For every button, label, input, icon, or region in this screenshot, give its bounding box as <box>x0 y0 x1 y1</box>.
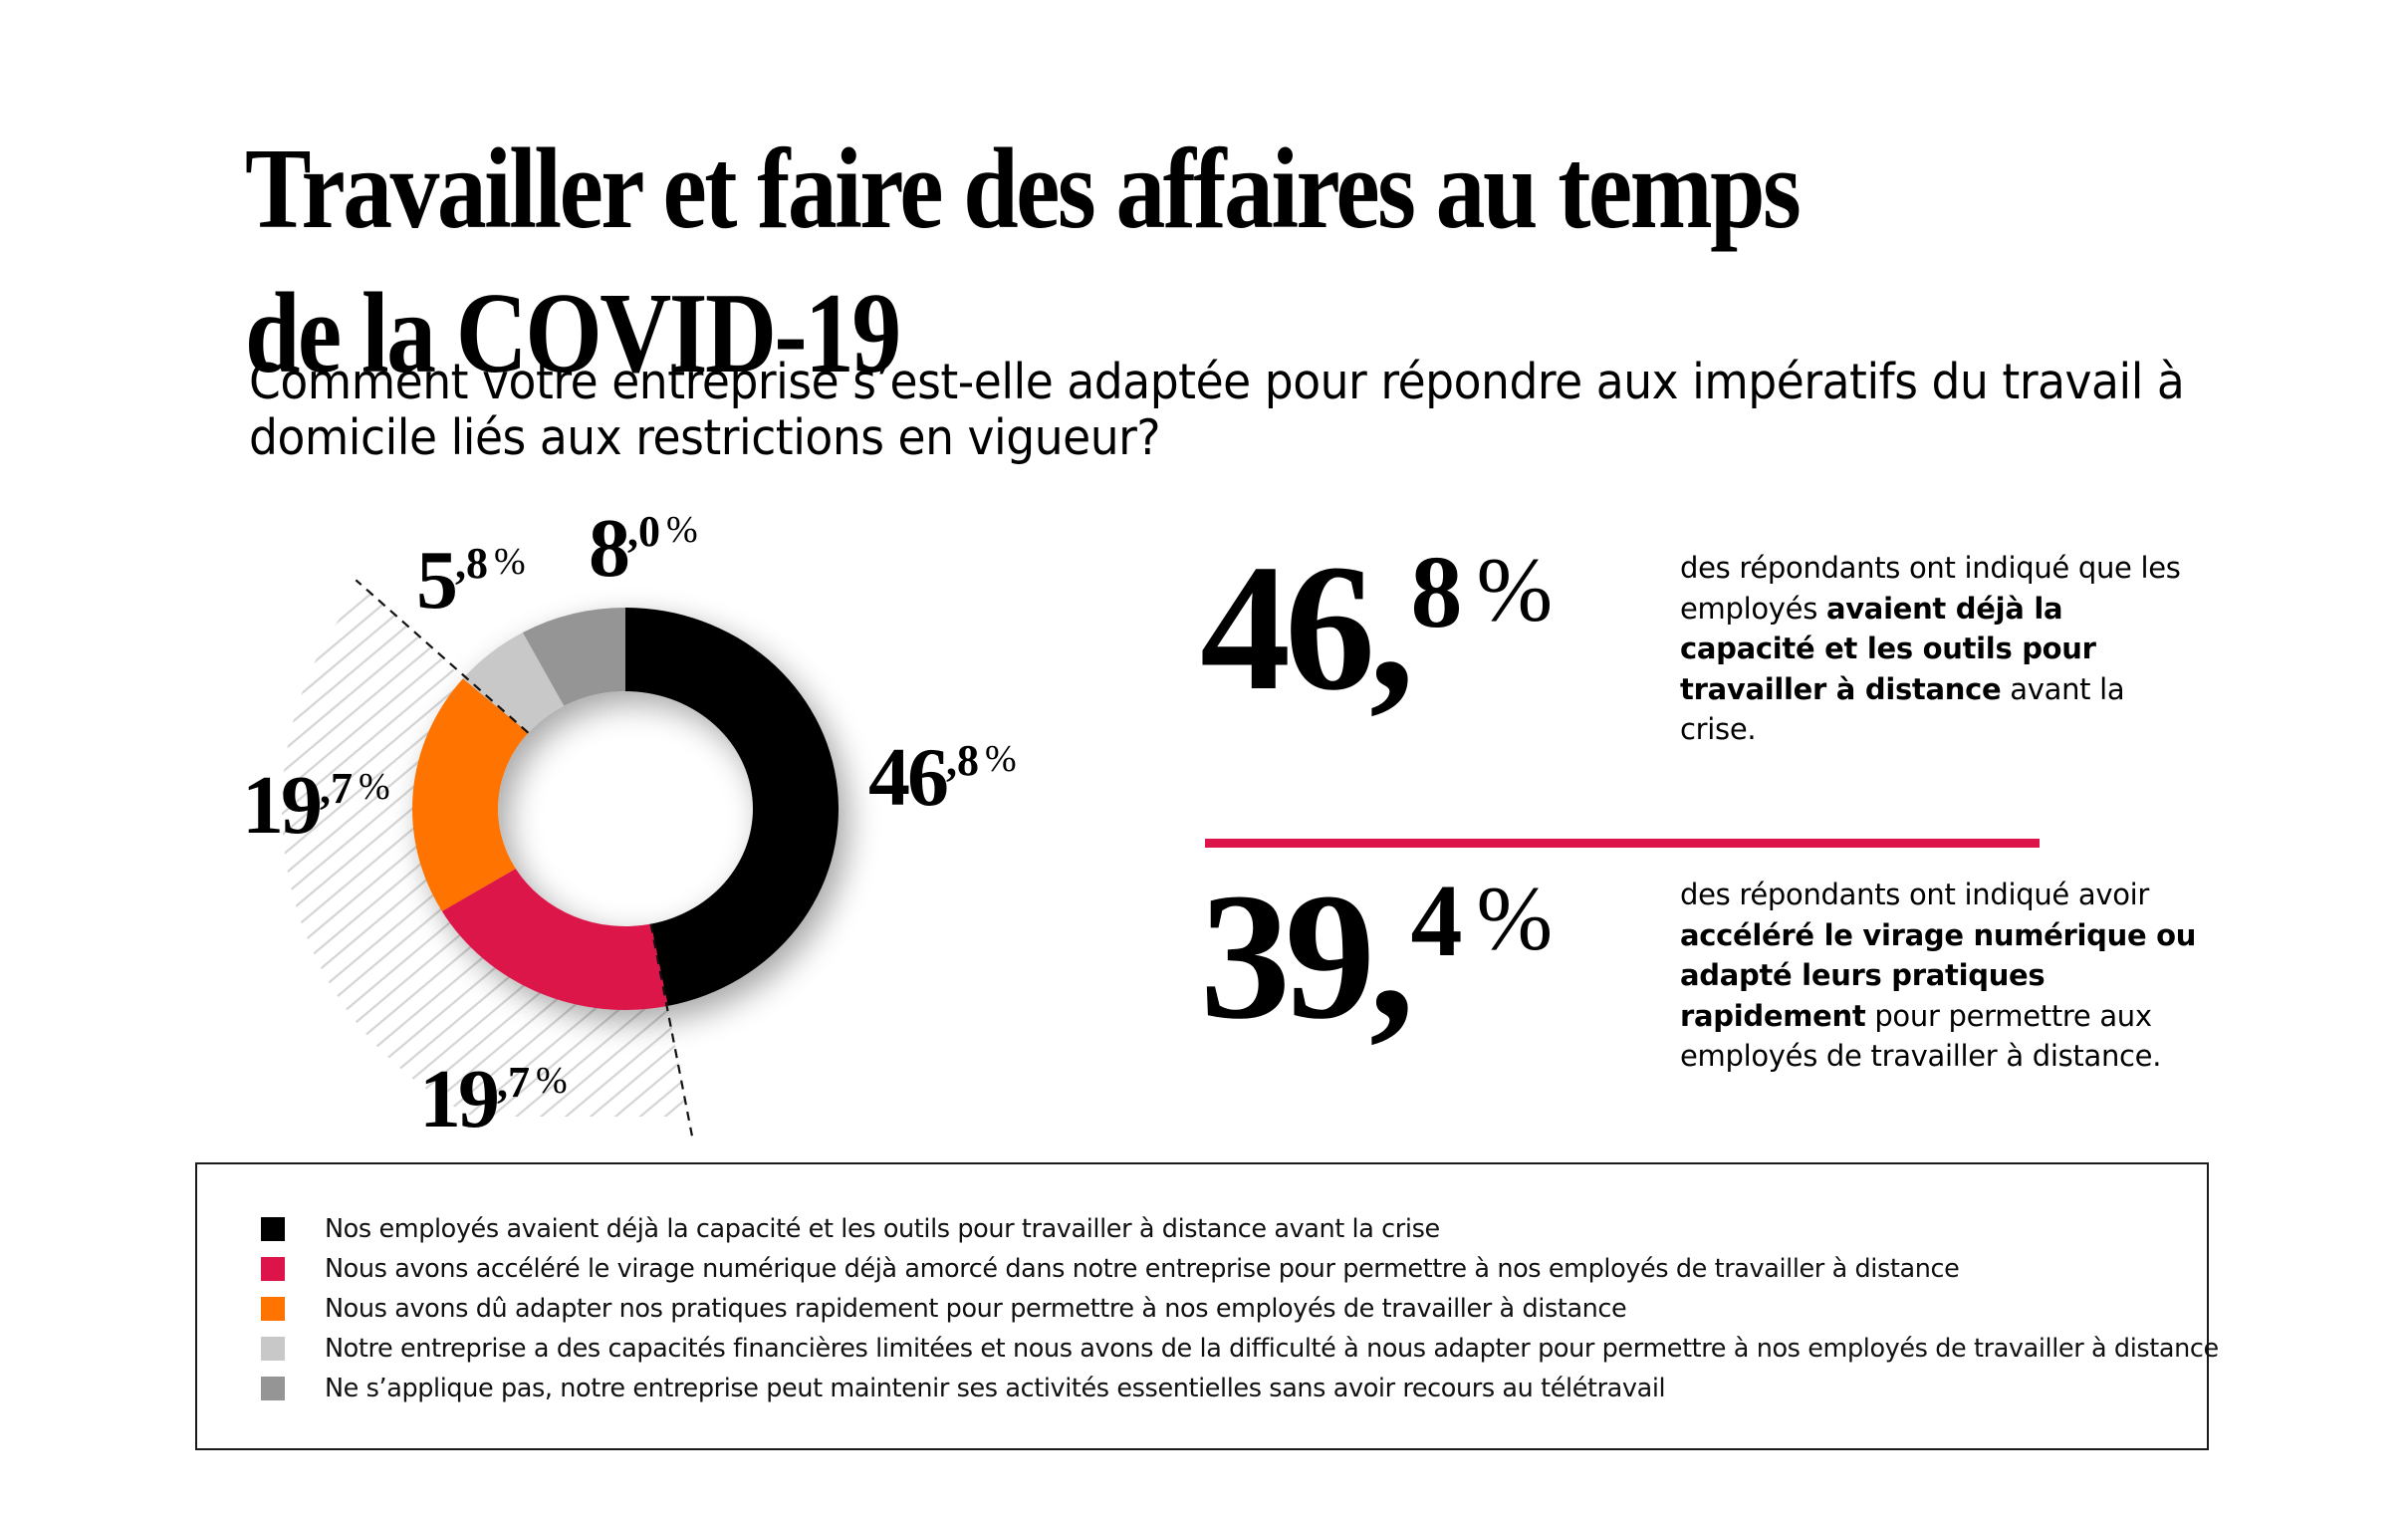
legend-swatch <box>261 1337 285 1361</box>
slice-label-dec: ,8 <box>455 539 488 588</box>
donut-slice-not-applicable <box>522 608 625 706</box>
legend-item: Nos employés avaient déjà la capacité et… <box>261 1209 2219 1249</box>
legend-item: Nous avons accéléré le virage numérique … <box>261 1249 2219 1289</box>
slice-label-dec: ,7 <box>497 1058 530 1107</box>
slice-label-int: 5 <box>416 534 458 627</box>
legend-item: Notre entreprise a des capacités financi… <box>261 1329 2219 1369</box>
stat-accelerated-or-adapted: 39,4% <box>1200 867 1553 1048</box>
stat-int: 39, <box>1200 857 1414 1057</box>
legend-label: Notre entreprise a des capacités financi… <box>325 1334 2219 1364</box>
legend-item: Ne s’applique pas, notre entreprise peut… <box>261 1369 2219 1408</box>
stat-description-text: des répondants ont indiqué que les emplo… <box>1680 551 2181 626</box>
title-line-2: de la COVID-19 <box>245 270 901 397</box>
slice-label-dec: ,7 <box>320 764 353 813</box>
chart-legend: Nos employés avaient déjà la capacité et… <box>195 1162 2219 1450</box>
stat-already-equipped: 46,8% <box>1200 538 1553 719</box>
stat-description: des répondants ont indiqué que les emplo… <box>1680 548 2198 750</box>
section-divider <box>1205 839 2040 848</box>
donut-slice-limited-finances <box>462 632 565 733</box>
slice-label-limited-finances: 5,8% <box>416 539 526 623</box>
stat-description-text: des répondants ont indiqué avoir <box>1680 878 2150 911</box>
legend-label: Nous avons accéléré le virage numérique … <box>325 1254 1960 1284</box>
donut-slice-accelerated-digital <box>441 869 668 1010</box>
highlight-boundary-start <box>649 923 693 1137</box>
legend-swatch <box>261 1217 285 1241</box>
slice-label-accelerated-digital: 19,7% <box>419 1058 568 1141</box>
stat-int: 46, <box>1200 528 1414 728</box>
percent-sign: % <box>1476 539 1554 640</box>
percent-sign: % <box>494 541 526 583</box>
legend-label: Ne s’applique pas, notre entreprise peut… <box>325 1374 1666 1403</box>
page-title: Travailler et faire des affaires au temp… <box>245 118 1802 406</box>
legend-item: Nous avons dû adapter nos pratiques rapi… <box>261 1289 2219 1329</box>
stat-description-emphasis: avaient déjà la capacité et les outils p… <box>1680 591 2096 706</box>
highlight-hatched-wedge <box>282 586 689 1117</box>
percent-sign: % <box>1476 868 1554 969</box>
donut-slice-adapted-quickly <box>411 678 529 911</box>
slice-label-already-equipped: 46,8% <box>868 736 1017 820</box>
legend-swatch <box>261 1257 285 1281</box>
survey-question: Comment votre entreprise s’est-elle adap… <box>249 354 2185 466</box>
stat-description-text: pour permettre aux employés de travaille… <box>1680 998 2162 1074</box>
slice-label-adapted-quickly: 19,7% <box>242 764 390 848</box>
slice-label-dec: ,0 <box>627 507 660 556</box>
slice-label-int: 46 <box>868 731 949 824</box>
title-line-1: Travailler et faire des affaires au temp… <box>245 126 1802 253</box>
legend-swatch <box>261 1377 285 1400</box>
percent-sign: % <box>985 738 1017 780</box>
stat-dec: 4 <box>1410 864 1463 978</box>
stat-description-text: avant la crise. <box>1680 671 2125 747</box>
legend-label: Nos employés avaient déjà la capacité et… <box>325 1214 1440 1244</box>
stat-dec: 8 <box>1410 535 1463 649</box>
highlight-boundary-end <box>355 579 530 734</box>
slice-label-int: 19 <box>419 1053 500 1145</box>
donut-slice-already-equipped <box>625 608 840 1006</box>
slice-label-int: 19 <box>242 759 323 852</box>
percent-sign: % <box>359 766 390 808</box>
percent-sign: % <box>666 509 698 551</box>
percent-sign: % <box>536 1060 568 1102</box>
legend-swatch <box>261 1297 285 1321</box>
slice-label-dec: ,8 <box>946 736 979 785</box>
slice-label-not-applicable: 8,0% <box>589 507 698 591</box>
stat-description: des répondants ont indiqué avoir accélér… <box>1680 875 2198 1077</box>
slice-label-int: 8 <box>589 502 630 595</box>
stat-description-emphasis: accéléré le virage numérique ou adapté l… <box>1680 917 2197 1033</box>
legend-label: Nous avons dû adapter nos pratiques rapi… <box>325 1294 1627 1324</box>
